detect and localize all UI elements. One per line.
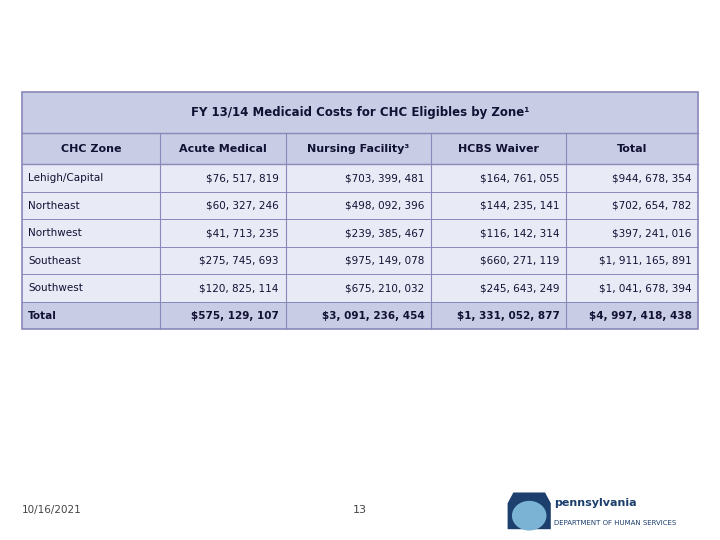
Text: Southeast: Southeast (28, 255, 81, 266)
Text: $144, 235, 141: $144, 235, 141 (480, 200, 559, 211)
Text: Nursing Facility³: Nursing Facility³ (307, 144, 410, 154)
Text: $4, 997, 418, 438: $4, 997, 418, 438 (589, 310, 692, 321)
Text: FY 13/14 Medicaid Costs for CHC Eligibles by Zone¹: FY 13/14 Medicaid Costs for CHC Eligible… (191, 106, 529, 119)
Text: $164, 761, 055: $164, 761, 055 (480, 173, 559, 183)
Text: $3, 091, 236, 454: $3, 091, 236, 454 (322, 310, 424, 321)
Text: $41, 713, 235: $41, 713, 235 (206, 228, 279, 238)
Bar (22, 302, 698, 329)
Text: $60, 327, 246: $60, 327, 246 (206, 200, 279, 211)
Text: Utilization Estimates: Utilization Estimates (47, 23, 341, 47)
Bar (22, 219, 698, 247)
Polygon shape (16, 16, 37, 55)
Text: 13: 13 (353, 505, 367, 515)
Text: $944, 678, 354: $944, 678, 354 (612, 173, 692, 183)
Text: pennsylvania: pennsylvania (554, 498, 637, 508)
Text: $498, 092, 396: $498, 092, 396 (345, 200, 424, 211)
Text: $1, 911, 165, 891: $1, 911, 165, 891 (599, 255, 692, 266)
Bar (22, 92, 698, 133)
Bar (22, 133, 698, 164)
Text: $660, 271, 119: $660, 271, 119 (480, 255, 559, 266)
Bar (22, 164, 698, 192)
Polygon shape (508, 492, 551, 529)
Text: Total: Total (28, 310, 58, 321)
Text: 10/16/2021: 10/16/2021 (22, 505, 81, 515)
Text: $239, 385, 467: $239, 385, 467 (345, 228, 424, 238)
Text: Northwest: Northwest (28, 228, 82, 238)
Text: $575, 129, 107: $575, 129, 107 (191, 310, 279, 321)
Bar (22, 247, 698, 274)
Text: $975, 149, 078: $975, 149, 078 (345, 255, 424, 266)
Text: CHC Zone: CHC Zone (60, 144, 121, 154)
Text: Total: Total (617, 144, 647, 154)
Text: $1, 041, 678, 394: $1, 041, 678, 394 (599, 283, 692, 293)
Text: Acute Medical: Acute Medical (179, 144, 267, 154)
Text: DEPARTMENT OF HUMAN SERVICES: DEPARTMENT OF HUMAN SERVICES (554, 519, 677, 526)
Text: Lehigh/Capital: Lehigh/Capital (28, 173, 104, 183)
Text: $120, 825, 114: $120, 825, 114 (199, 283, 279, 293)
Text: HCBS Waiver: HCBS Waiver (458, 144, 539, 154)
Text: $702, 654, 782: $702, 654, 782 (612, 200, 692, 211)
Text: $397, 241, 016: $397, 241, 016 (612, 228, 692, 238)
Text: $245, 643, 249: $245, 643, 249 (480, 283, 559, 293)
Text: $675, 210, 032: $675, 210, 032 (345, 283, 424, 293)
Text: $703, 399, 481: $703, 399, 481 (345, 173, 424, 183)
Bar (22, 192, 698, 219)
Text: $275, 745, 693: $275, 745, 693 (199, 255, 279, 266)
Ellipse shape (512, 501, 546, 530)
Text: $1, 331, 052, 877: $1, 331, 052, 877 (456, 310, 559, 321)
Text: Southwest: Southwest (28, 283, 84, 293)
Text: Northeast: Northeast (28, 200, 80, 211)
Text: $116, 142, 314: $116, 142, 314 (480, 228, 559, 238)
Text: $76, 517, 819: $76, 517, 819 (206, 173, 279, 183)
Bar (22, 274, 698, 302)
